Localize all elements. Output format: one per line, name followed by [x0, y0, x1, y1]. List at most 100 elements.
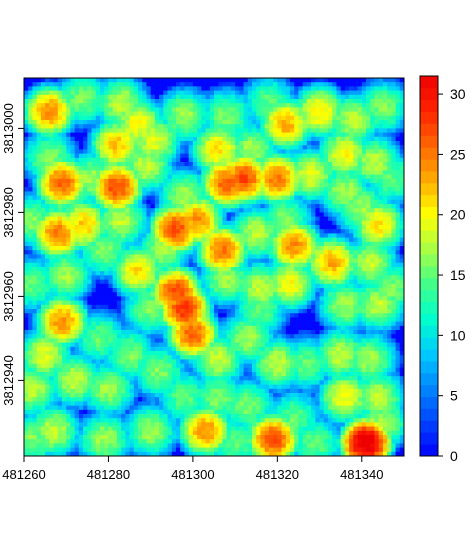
raster-cell	[40, 262, 46, 268]
raster-cell	[311, 166, 316, 171]
raster-cell	[209, 178, 215, 184]
raster-cell	[260, 212, 266, 217]
raster-cell	[83, 99, 88, 104]
raster-cell	[205, 128, 211, 133]
raster-cell	[349, 258, 354, 264]
raster-cell	[230, 212, 236, 217]
raster-cell	[281, 136, 287, 142]
raster-cell	[159, 296, 164, 301]
raster-cell	[328, 300, 333, 306]
raster-cell	[176, 128, 181, 133]
raster-cell	[116, 220, 122, 226]
raster-cell	[230, 187, 236, 192]
raster-cell	[273, 153, 278, 159]
raster-cell	[91, 216, 97, 222]
raster-cell	[243, 128, 249, 133]
raster-cell	[230, 90, 236, 96]
raster-cell	[32, 262, 38, 268]
raster-cell	[264, 191, 270, 196]
raster-cell	[100, 233, 105, 238]
raster-cell	[192, 212, 198, 217]
raster-cell	[378, 174, 384, 180]
raster-cell	[361, 283, 367, 289]
raster-cell	[366, 275, 371, 280]
raster-cell	[260, 195, 266, 201]
raster-cell	[146, 94, 152, 100]
raster-cell	[176, 199, 181, 205]
raster-cell	[129, 225, 135, 230]
raster-cell	[222, 162, 228, 167]
raster-cell	[116, 136, 122, 142]
raster-cell	[28, 141, 33, 146]
raster-cell	[40, 170, 46, 175]
raster-cell	[125, 191, 130, 196]
raster-cell	[374, 191, 380, 196]
raster-cell	[302, 292, 308, 297]
raster-cell	[252, 115, 257, 121]
raster-cell	[142, 174, 147, 180]
raster-cell	[222, 288, 228, 293]
raster-cell	[95, 90, 101, 96]
raster-cell	[294, 304, 299, 310]
raster-cell	[146, 296, 152, 301]
raster-cell	[57, 241, 63, 247]
raster-cell	[294, 220, 299, 226]
raster-cell	[142, 233, 147, 238]
raster-cell	[184, 309, 190, 314]
raster-cell	[28, 124, 33, 129]
raster-cell	[163, 86, 168, 91]
raster-cell	[138, 94, 143, 100]
raster-cell	[243, 103, 249, 108]
raster-cell	[366, 271, 371, 276]
raster-cell	[226, 136, 232, 142]
raster-cell	[197, 124, 202, 129]
raster-cell	[378, 124, 384, 129]
raster-cell	[66, 78, 71, 83]
raster-cell	[344, 199, 350, 205]
raster-cell	[32, 208, 38, 213]
raster-cell	[332, 300, 337, 306]
raster-cell	[24, 183, 29, 188]
raster-cell	[108, 204, 114, 209]
raster-cell	[328, 233, 333, 238]
raster-cell	[83, 178, 88, 184]
raster-cell	[370, 99, 375, 104]
raster-cell	[184, 124, 190, 129]
raster-cell	[226, 174, 232, 180]
raster-cell	[112, 254, 118, 259]
raster-cell	[290, 170, 295, 175]
raster-cell	[83, 199, 88, 205]
raster-cell	[302, 250, 308, 255]
raster-cell	[49, 288, 54, 293]
raster-cell	[192, 90, 198, 96]
raster-cell	[268, 145, 274, 150]
raster-cell	[192, 300, 198, 306]
raster-cell	[142, 78, 147, 83]
raster-cell	[256, 170, 261, 175]
raster-cell	[399, 195, 405, 201]
raster-cell	[273, 178, 278, 184]
raster-cell	[116, 195, 122, 201]
raster-cell	[188, 183, 194, 188]
raster-cell	[95, 187, 101, 192]
raster-cell	[374, 208, 380, 213]
raster-cell	[264, 258, 270, 264]
raster-cell	[256, 191, 261, 196]
raster-cell	[87, 115, 92, 121]
raster-cell	[74, 90, 80, 96]
raster-cell	[62, 254, 67, 259]
raster-cell	[32, 157, 38, 163]
raster-cell	[150, 229, 156, 234]
raster-cell	[116, 78, 122, 83]
raster-cell	[95, 208, 101, 213]
raster-cell	[328, 191, 333, 196]
raster-cell	[91, 187, 97, 192]
raster-cell	[277, 246, 282, 251]
raster-cell	[95, 103, 101, 108]
raster-cell	[239, 296, 244, 301]
raster-cell	[239, 267, 244, 272]
raster-cell	[154, 82, 160, 87]
raster-cell	[159, 183, 164, 188]
raster-cell	[95, 254, 101, 259]
raster-cell	[374, 233, 380, 238]
